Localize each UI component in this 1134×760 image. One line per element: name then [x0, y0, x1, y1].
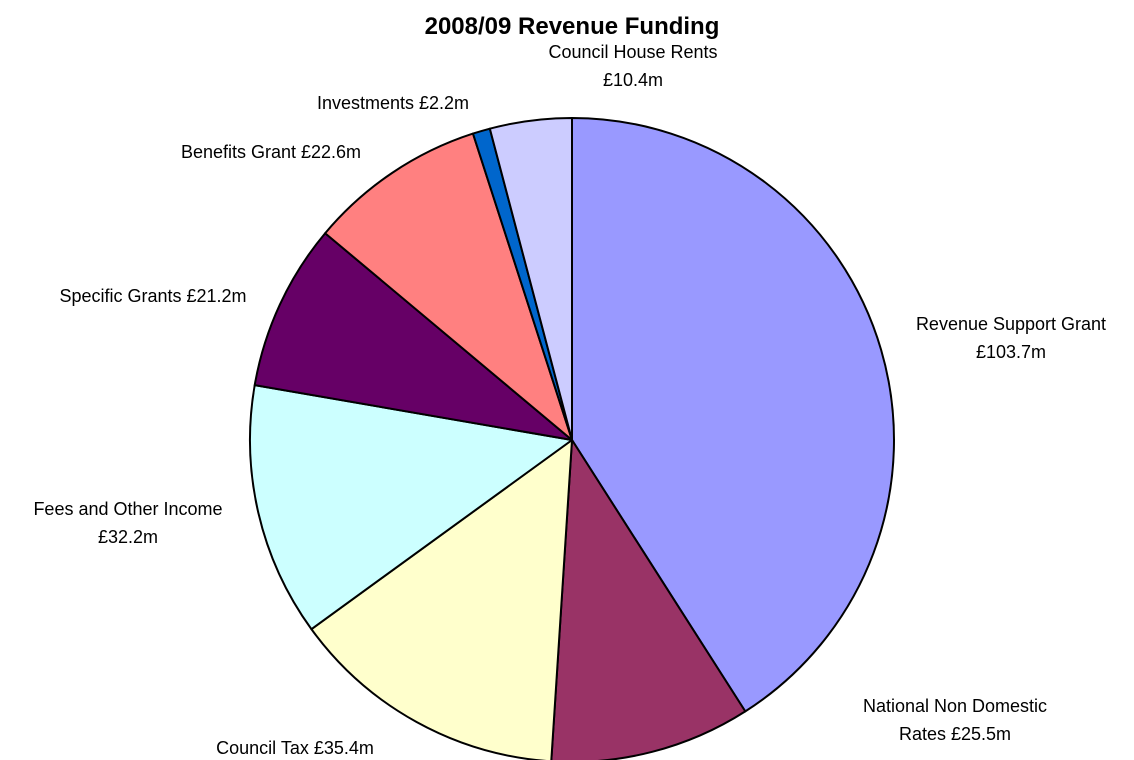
slice-label-investments: Investments £2.2m	[317, 93, 469, 113]
slice-label-council-house-rents: Council House Rents £10.4m	[548, 42, 717, 90]
pie-slices	[249, 117, 895, 760]
pie-slice-specific-grants	[253, 232, 573, 441]
pie-slice-fees-and-other-income	[249, 384, 573, 631]
slice-labels: Revenue Support Grant £103.7m National Non…	[33, 42, 1106, 758]
slice-label-benefits-grant: Benefits Grant £22.6m	[181, 142, 361, 162]
slice-label-fees-and-other-income: Fees and Other Income £32.2m	[33, 499, 222, 547]
slice-label-specific-grants: Specific Grants £21.2m	[59, 286, 246, 306]
pie-slice-council-house-rents	[488, 117, 573, 441]
slice-label-council-tax: Council Tax £35.4m	[216, 738, 374, 758]
chart-title: 2008/09 Revenue Funding	[425, 13, 720, 40]
pie-slice-revenue-support-grant	[571, 117, 895, 713]
pie-slice-benefits-grant	[324, 132, 573, 441]
slice-label-national-non-domestic-rates: National Non Domestic Rates £25.5m	[863, 696, 1047, 744]
pie-slice-national-non-domestic-rates	[550, 439, 747, 760]
slice-label-revenue-support-grant: Revenue Support Grant £103.7m	[916, 314, 1106, 362]
pie-slice-council-tax	[310, 439, 573, 760]
